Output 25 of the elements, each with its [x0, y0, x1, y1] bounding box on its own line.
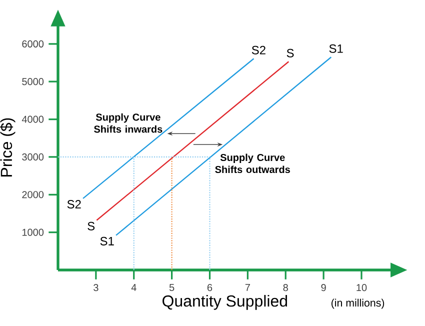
annotation: Supply Curve Shifts outwards	[215, 154, 290, 174]
x-tick-label: 5	[169, 284, 174, 292]
y-axis-title: Price ($)	[0, 118, 16, 176]
text: S	[286, 48, 294, 58]
x-tick-label: 10	[356, 284, 367, 292]
x-tick-label: 4	[131, 284, 136, 291]
annotation: Supply Curve Shifts inwards	[94, 113, 162, 133]
x-tick-label: 3	[94, 284, 98, 292]
y-tick-label: 2000	[22, 191, 44, 198]
x-axis-title: Quantity Supplied	[162, 294, 288, 310]
x-tick-label: 7	[245, 284, 250, 291]
text: S1	[329, 44, 343, 53]
y-tick-label: 6000	[22, 40, 44, 48]
x-tick-label: 8	[283, 284, 288, 292]
series-label: S2	[67, 200, 81, 209]
x-tick-label: 6	[207, 284, 212, 292]
series-label: S	[88, 222, 95, 230]
x-tick-label: 9	[321, 284, 326, 292]
y-tick-label: 5000	[22, 78, 44, 86]
series-label: S1	[100, 236, 114, 246]
y-tick-label: 4000	[22, 116, 44, 123]
y-tick-label: 3000	[22, 153, 44, 161]
text: (in millions)	[332, 298, 384, 309]
text: S2	[252, 46, 266, 54]
y-tick-label: 1000	[22, 228, 44, 236]
